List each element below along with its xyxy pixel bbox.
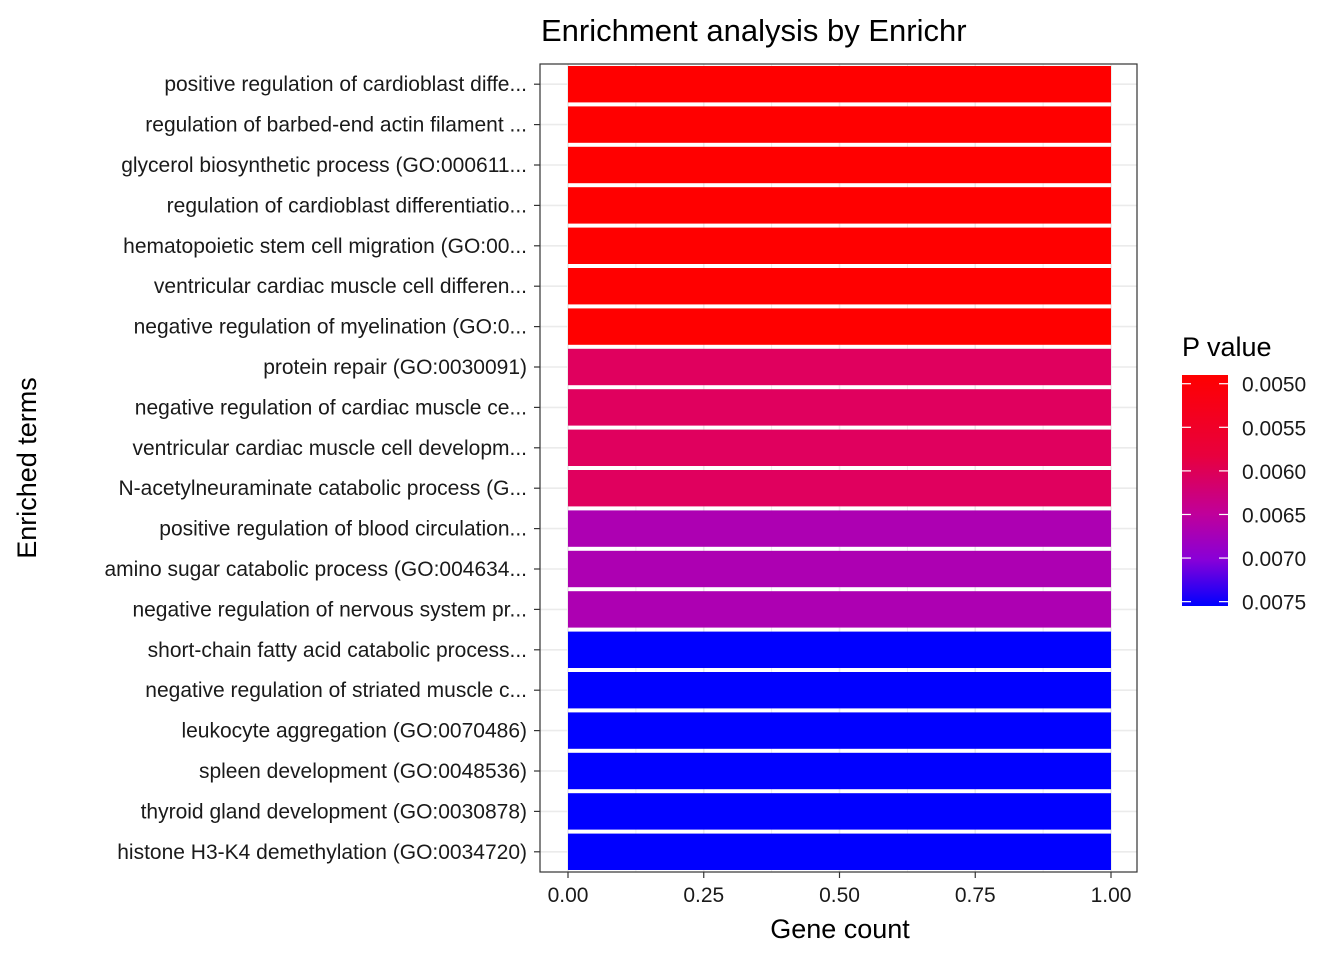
bar [568, 146, 1111, 184]
legend-ticks: 0.0050 0.0055 0.0060 0.0065 0.0070 0.0075 [1182, 374, 1306, 615]
bar [568, 308, 1111, 345]
bar [568, 631, 1111, 668]
bar [568, 752, 1111, 790]
bar [568, 672, 1111, 709]
y-tick-label: amino sugar catabolic process (GO:004634… [104, 558, 527, 581]
bars [568, 66, 1111, 870]
bar [568, 187, 1111, 224]
y-tick-label: negative regulation of myelination (GO:0… [134, 316, 527, 339]
y-tick-label: short-chain fatty acid catabolic process… [148, 639, 527, 662]
x-tick-label: 0.50 [819, 884, 860, 907]
bar [568, 66, 1111, 103]
legend-title: P value [1182, 332, 1272, 362]
legend-tick-label: 0.0070 [1242, 548, 1306, 571]
legend-tick-label: 0.0060 [1242, 461, 1306, 484]
bar [568, 591, 1111, 628]
y-axis: positive regulation of cardioblast diffe… [104, 73, 540, 864]
y-tick-label: spleen development (GO:0048536) [199, 760, 527, 783]
bar [568, 389, 1111, 426]
bar [568, 106, 1111, 143]
legend-colorbar [1182, 375, 1228, 606]
legend-tick-label: 0.0065 [1242, 504, 1306, 527]
y-tick-label: histone H3-K4 demethylation (GO:0034720) [117, 841, 527, 864]
y-tick-label: glycerol biosynthetic process (GO:000611… [121, 154, 527, 177]
bar [568, 510, 1111, 547]
y-axis-label: Enriched terms [12, 377, 42, 559]
y-tick-label: hematopoietic stem cell migration (GO:00… [123, 235, 527, 258]
y-tick-label: ventricular cardiac muscle cell developm… [133, 437, 528, 460]
bar [568, 793, 1111, 830]
x-axis-label: Gene count [770, 914, 910, 944]
y-tick-label: leukocyte aggregation (GO:0070486) [181, 720, 527, 743]
legend: P value 0.00500.00550.00600.00650.00700.… [1182, 332, 1306, 615]
y-tick-label: thyroid gland development (GO:0030878) [141, 800, 527, 823]
bar [568, 268, 1111, 305]
y-tick-label: positive regulation of blood circulation… [159, 518, 527, 541]
x-tick-label: 1.00 [1091, 884, 1132, 907]
y-tick-label: negative regulation of nervous system pr… [132, 598, 527, 621]
bar [568, 833, 1111, 870]
x-tick-label: 0.25 [683, 884, 724, 907]
plot-panel-border [539, 63, 1138, 873]
x-tick-label: 0.75 [955, 884, 996, 907]
plot-panel [540, 64, 1137, 872]
chart-title: Enrichment analysis by Enrichr [541, 13, 967, 48]
y-tick-label: ventricular cardiac muscle cell differen… [154, 275, 527, 298]
y-tick-label: N-acetylneuraminate catabolic process (G… [118, 477, 527, 500]
y-tick-label: protein repair (GO:0030091) [263, 356, 527, 379]
bar [568, 348, 1111, 386]
y-tick-label: regulation of cardioblast differentiatio… [167, 194, 527, 217]
x-tick-label: 0.00 [548, 884, 589, 907]
y-tick-label: negative regulation of cardiac muscle ce… [135, 396, 527, 419]
legend-tick-label: 0.0050 [1242, 374, 1306, 397]
legend-tick-label: 0.0055 [1242, 417, 1306, 440]
bar [568, 712, 1111, 749]
bar [568, 429, 1111, 466]
y-tick-label: negative regulation of striated muscle c… [145, 679, 527, 702]
bar [568, 470, 1111, 507]
y-tick-label: regulation of barbed-end actin filament … [145, 114, 527, 137]
legend-tick-label: 0.0075 [1242, 592, 1306, 615]
bar [568, 550, 1111, 588]
x-axis: 0.00 0.25 0.50 0.75 1.00 [548, 872, 1132, 907]
y-tick-label: positive regulation of cardioblast diffe… [164, 73, 527, 96]
bar [568, 227, 1111, 264]
